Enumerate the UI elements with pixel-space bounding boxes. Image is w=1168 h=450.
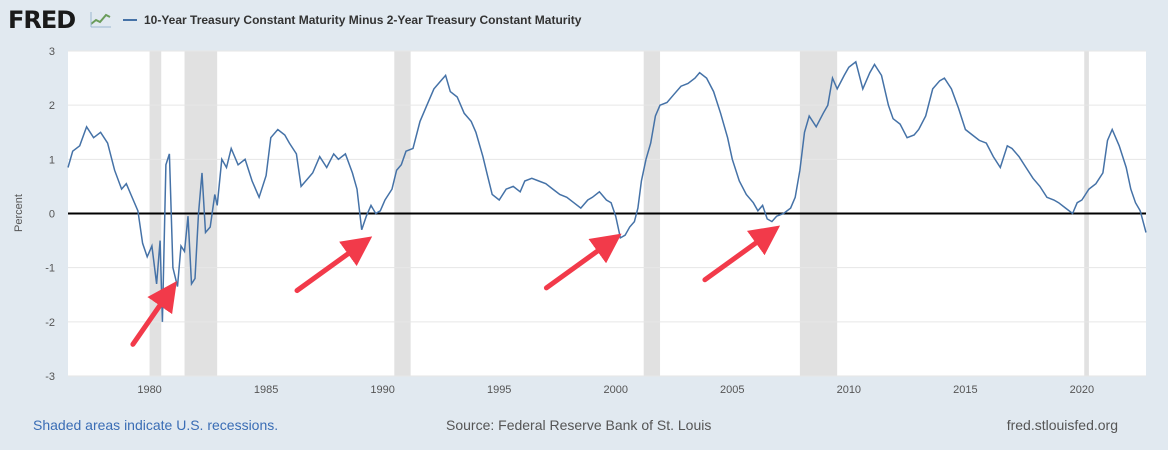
header: FRED 10-Year Treasury Constant Maturity … xyxy=(0,0,1168,44)
x-tick-label: 2015 xyxy=(953,384,977,396)
legend-swatch xyxy=(123,19,137,21)
site-link[interactable]: fred.stlouisfed.org xyxy=(1006,417,1118,433)
x-tick-label: 1995 xyxy=(487,384,511,396)
trend-line-icon xyxy=(89,10,113,30)
y-tick-label: 3 xyxy=(49,46,55,58)
x-tick-label: 1985 xyxy=(254,384,278,396)
y-axis-title: Percent xyxy=(13,194,25,232)
annotation-arrow xyxy=(130,280,177,347)
y-tick-label: -3 xyxy=(45,371,55,383)
source-text: Source: Federal Reserve Bank of St. Loui… xyxy=(446,417,712,433)
y-tick-label: -1 xyxy=(45,263,55,275)
recession-note-link[interactable]: Shaded areas indicate U.S. recessions. xyxy=(33,417,279,433)
annotation-arrow xyxy=(543,233,622,291)
y-tick-label: 2 xyxy=(49,100,55,112)
series-line xyxy=(67,60,1147,322)
chart: 3 2 1 0 -1 -2 -3 1980 1985 1990 1995 2000 2005 2010 2… xyxy=(13,46,1147,396)
y-tick-label: -2 xyxy=(45,317,55,329)
x-tick-label: 2010 xyxy=(837,384,861,396)
y-tick-label: 0 xyxy=(49,209,55,221)
legend-series-label: 10-Year Treasury Constant Maturity Minus… xyxy=(144,13,582,27)
x-tick-label: 2000 xyxy=(603,384,627,396)
fred-logo[interactable]: FRED xyxy=(8,6,76,34)
x-tick-label: 2005 xyxy=(720,384,744,396)
x-tick-label: 1980 xyxy=(137,384,161,396)
x-tick-label: 2020 xyxy=(1070,384,1094,396)
annotation-arrow xyxy=(294,236,373,294)
x-tick-label: 1990 xyxy=(370,384,394,396)
y-tick-label: 1 xyxy=(49,154,55,166)
annotation-arrow xyxy=(702,225,781,283)
